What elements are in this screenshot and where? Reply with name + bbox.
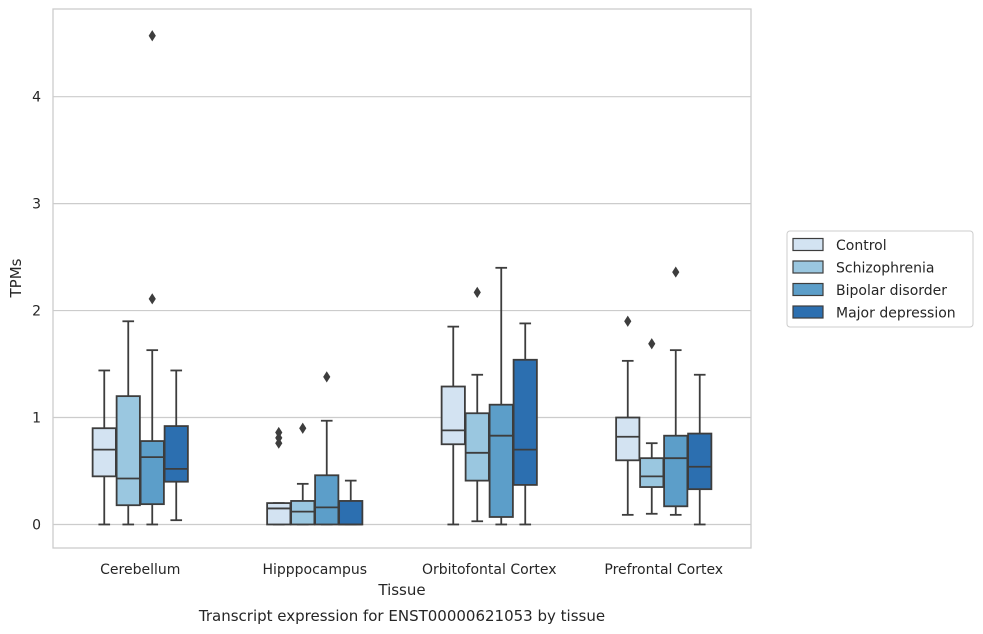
box-iqr [314,474,340,526]
outlier-point [148,30,156,42]
box-iqr [464,412,490,482]
box-bipolar-disorder [314,371,340,526]
box-layer [91,30,713,526]
box-schizophrenia [115,320,141,526]
box-control [91,369,117,526]
box-major-depression [163,369,189,522]
box-bipolar-disorder [139,30,165,526]
legend-frame [786,230,974,328]
box-bipolar-disorder [663,266,689,516]
box-iqr [163,425,189,483]
box-control [440,325,466,526]
x-axis-label: Tissue [377,581,425,599]
y-tick-label: 1 [32,411,41,427]
box-schizophrenia [464,286,490,523]
x-tick-label: Prefrontal Cortex [604,562,723,578]
y-axis-label: TPMs [7,258,25,298]
box-iqr [338,500,364,526]
legend-swatch [792,282,824,297]
box-major-depression [338,479,364,526]
box-iqr [266,502,292,526]
chart-title: Transcript expression for ENST0000062105… [198,607,605,625]
box-iqr [512,358,538,486]
box-iqr [488,403,514,518]
box-schizophrenia [639,338,665,515]
x-tick-label: Orbitofontal Cortex [422,562,557,578]
box-iqr [290,500,316,526]
box-control [615,315,641,516]
legend-label: Major depression [836,306,956,322]
legend-label: Schizophrenia [836,261,934,277]
box-control [266,426,292,526]
outlier-point [624,315,632,327]
legend: Control Schizophrenia Bipolar disorder Majo… [786,230,974,328]
box-iqr [615,416,641,462]
y-tick-label: 2 [32,304,41,320]
legend-label: Control [836,238,887,254]
y-tick-label: 3 [32,197,41,213]
box-schizophrenia [290,422,316,526]
x-axis-ticks: Cerebellum Hipppocampus Orbitofontal Corte… [100,562,723,578]
box-major-depression [687,373,713,526]
outlier-point [148,293,156,305]
x-tick-label: Hipppocampus [262,562,367,578]
box-iqr [91,427,117,478]
legend-swatch [792,260,824,274]
box-iqr [139,440,165,506]
x-tick-label: Cerebellum [100,562,180,578]
y-tick-label: 4 [32,90,41,106]
box-iqr [440,385,466,446]
legend-label: Bipolar disorder [836,283,947,299]
y-tick-label: 0 [32,517,41,533]
outlier-point [275,426,283,439]
legend-items: Control Schizophrenia Bipolar disorder Majo… [792,237,956,322]
box-iqr [639,457,665,488]
outlier-point [323,371,331,383]
plot-frame [52,8,752,549]
outlier-point [648,338,656,350]
box-major-depression [512,322,538,526]
outlier-point [299,422,307,434]
box-iqr [663,434,689,508]
outlier-point [672,266,680,278]
outlier-point [473,286,481,299]
legend-swatch [792,305,824,319]
box-iqr [687,432,713,491]
box-iqr [115,395,141,507]
legend-swatch [792,237,824,252]
y-axis-ticks: 0 1 2 3 4 [32,90,41,534]
box-bipolar-disorder [488,266,514,526]
